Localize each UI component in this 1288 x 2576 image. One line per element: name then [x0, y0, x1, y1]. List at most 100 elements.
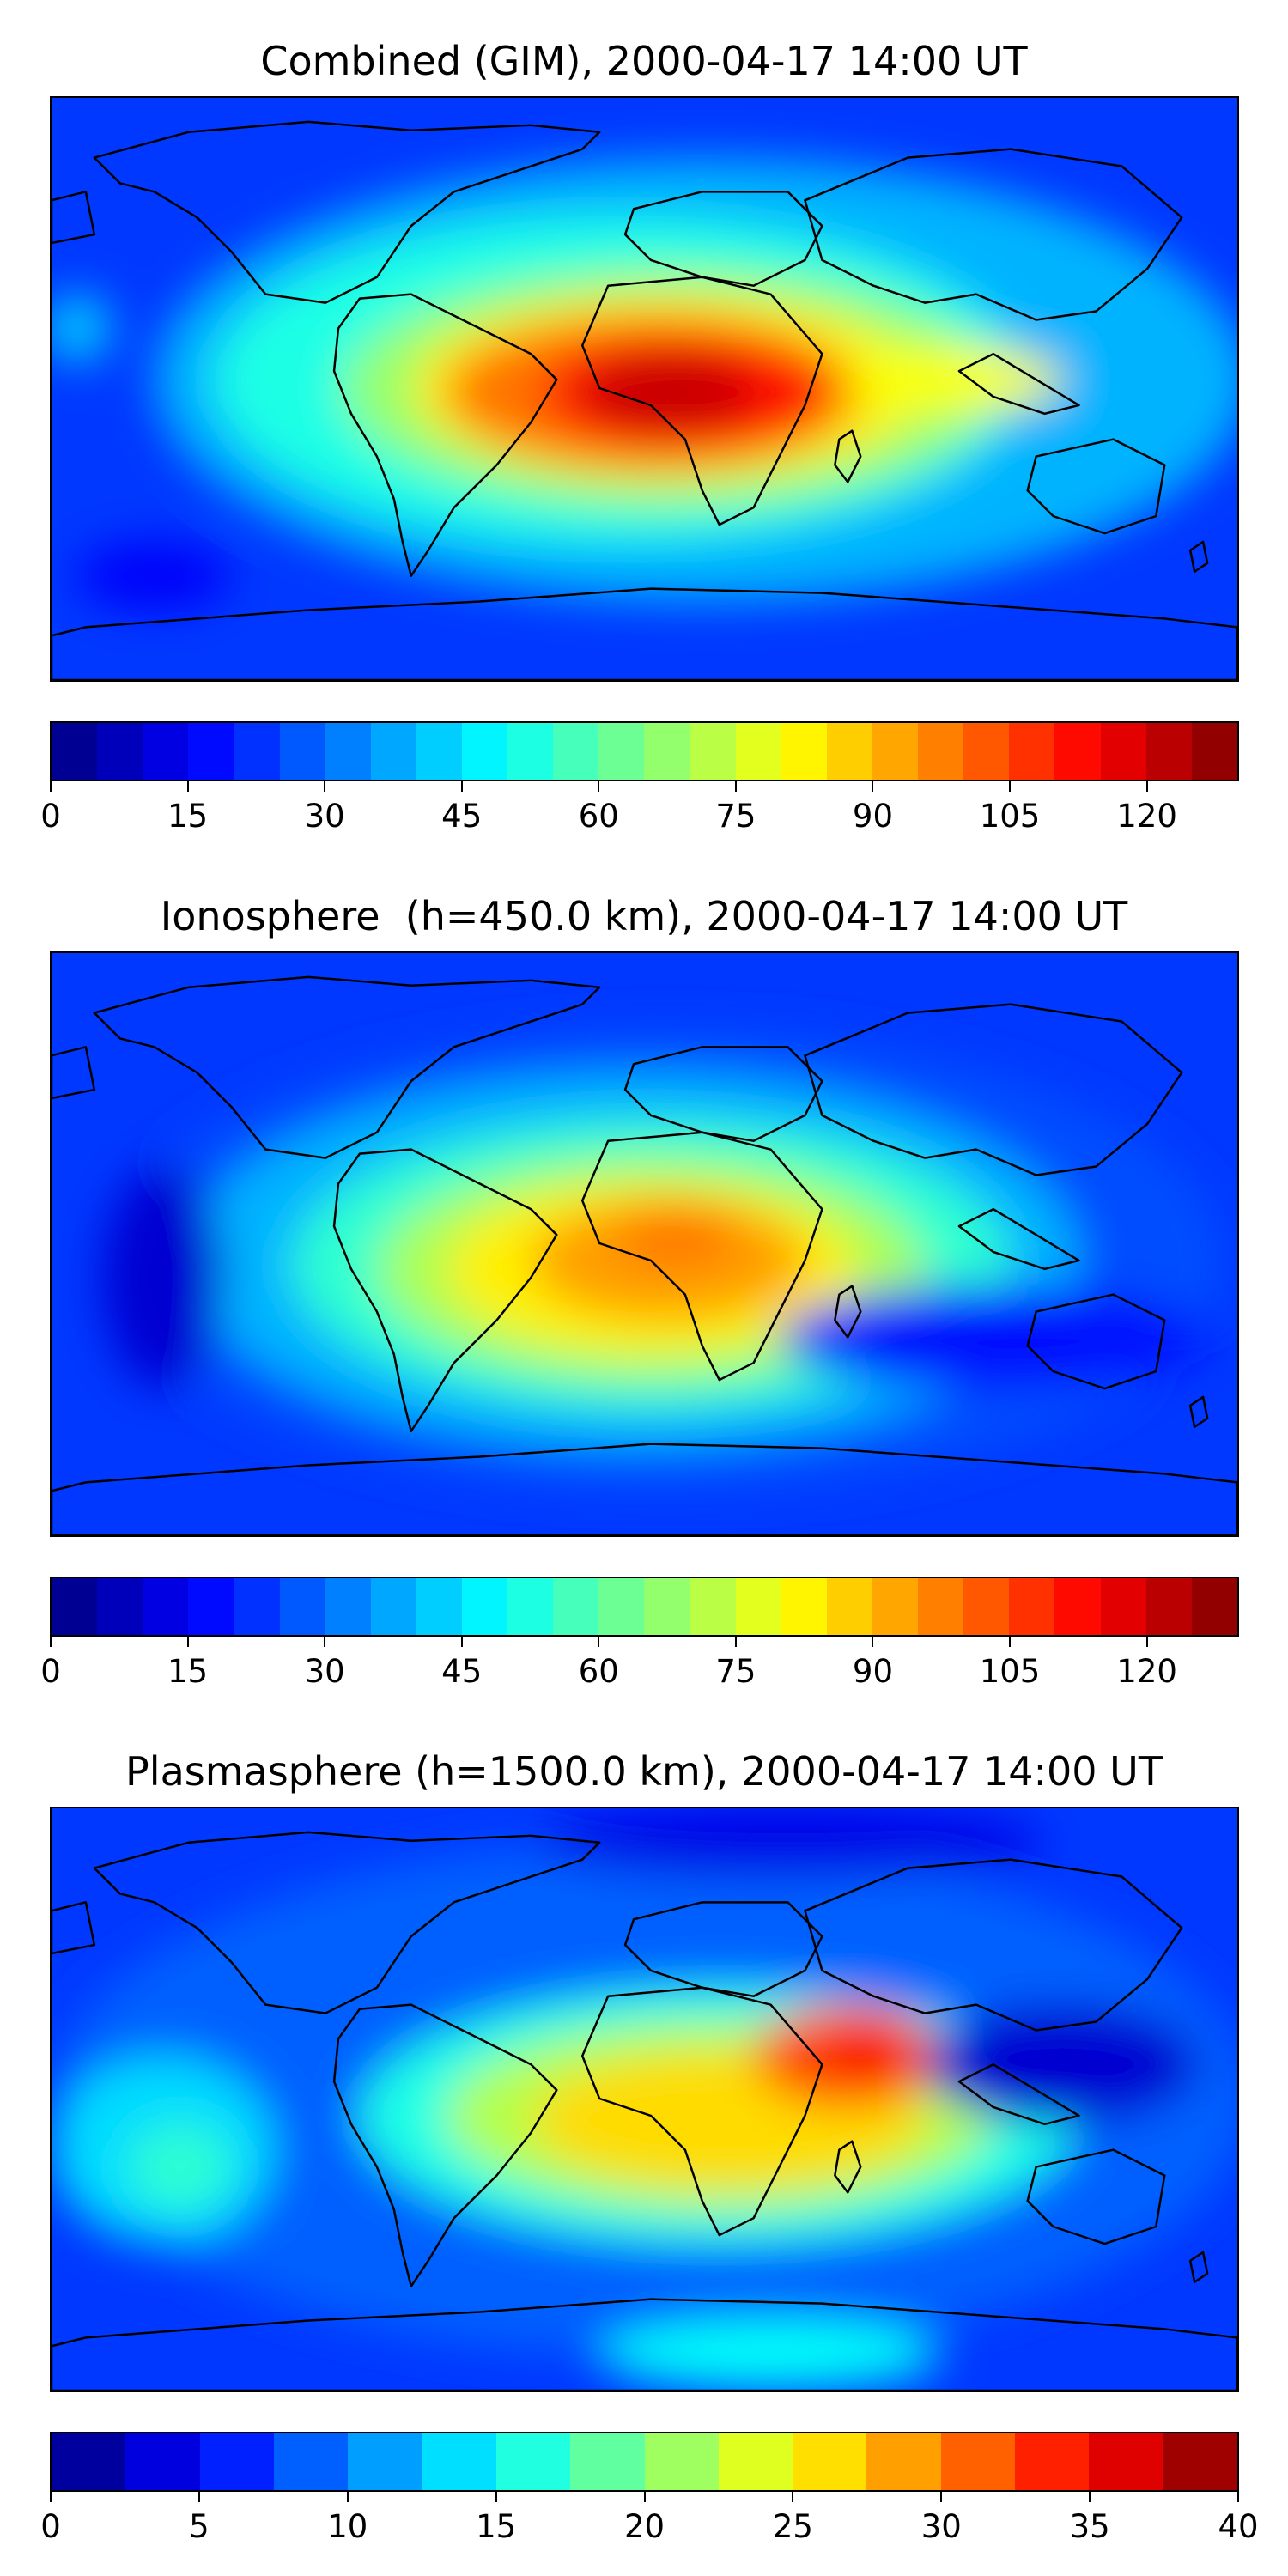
colorbar-segment — [97, 723, 143, 780]
colorbar-segment — [918, 1578, 964, 1635]
colorbar-segment — [52, 2433, 126, 2490]
coastline-3 — [580, 1131, 823, 1382]
field-contour-6 — [617, 1205, 737, 1265]
colorbar-tick — [460, 1637, 463, 1647]
colorbar-segment — [963, 1578, 1010, 1635]
colorbar-segment — [918, 723, 964, 780]
colorbar-tick — [792, 2492, 794, 2502]
field-contour-10 — [599, 2320, 942, 2390]
field-contour-8 — [925, 2004, 1200, 2124]
colorbar-segment — [872, 723, 919, 780]
colorbar-segment — [598, 723, 645, 780]
colorbar-segment — [1191, 723, 1237, 780]
coastline-9 — [834, 429, 862, 483]
colorbar-tick-label: 0 — [40, 798, 61, 835]
coastline-5 — [1026, 1293, 1166, 1390]
colorbar-segment — [370, 723, 416, 780]
coastline-7 — [52, 191, 96, 245]
colorbar-tick — [1145, 781, 1148, 792]
colorbar-segment — [1163, 2433, 1237, 2490]
colorbar-segment — [143, 1578, 189, 1635]
colorbar-tick-label: 25 — [772, 2508, 813, 2545]
colorbar-tick — [186, 781, 189, 792]
colorbar-tick — [643, 2492, 646, 2502]
colorbar-tick-label: 30 — [920, 2508, 962, 2545]
colorbar-segment — [422, 2433, 496, 2490]
map-combined — [50, 96, 1239, 682]
coastline-2 — [623, 1046, 823, 1142]
colorbar-segment — [234, 1578, 280, 1635]
coastline-3 — [580, 1986, 823, 2237]
coastline-2 — [623, 191, 823, 287]
colorbar-tick — [1237, 2492, 1239, 2502]
colorbar-segment — [735, 723, 781, 780]
coastline-5 — [1026, 2148, 1166, 2245]
colorbar-tick-label: 120 — [1116, 798, 1177, 835]
field-contour-7 — [822, 2026, 908, 2078]
colorbar-segment — [644, 1578, 690, 1635]
colorbar-segment — [143, 723, 189, 780]
field-contour-7 — [582, 354, 754, 431]
colorbar-segment — [826, 1578, 872, 1635]
map-field-ionosphere — [52, 953, 1237, 1535]
coastline-6 — [52, 1443, 1237, 1535]
coastline-10 — [1188, 2251, 1209, 2283]
colorbar-tick-label: 15 — [167, 1653, 209, 1690]
map-field-combined — [52, 98, 1237, 680]
map-plasmasphere — [50, 1807, 1239, 2392]
coastline-10 — [1188, 1395, 1209, 1428]
colorbar-segment — [690, 723, 736, 780]
colorbar-tick — [872, 781, 874, 792]
colorbar-tick — [186, 1637, 189, 1647]
colorbar-tick-label: 35 — [1069, 2508, 1110, 2545]
colorbar-tick — [1145, 1637, 1148, 1647]
coastline-1 — [332, 293, 558, 577]
colorbar-segment — [97, 1578, 143, 1635]
colorbar-segment — [940, 2433, 1016, 2490]
colorbar-segment — [52, 723, 98, 780]
coastline-3 — [580, 276, 823, 526]
colorbar-segment — [234, 723, 280, 780]
map-ionosphere — [50, 951, 1239, 1537]
colorbar-segment — [963, 723, 1010, 780]
colorbar-tick — [460, 781, 463, 792]
field-contour-9 — [76, 541, 232, 611]
colorbar-segment — [644, 2433, 719, 2490]
coastline-6 — [52, 2298, 1237, 2391]
colorbar-segment — [1100, 1578, 1146, 1635]
colorbar-segment — [718, 2433, 793, 2490]
colorbar-segment — [1015, 2433, 1090, 2490]
colorbar-tick — [1009, 1637, 1012, 1647]
coastline-9 — [834, 2140, 862, 2194]
colorbar-segment — [1100, 723, 1146, 780]
coastline-6 — [52, 587, 1237, 680]
coastline-0 — [93, 1831, 601, 2014]
colorbar-segment — [507, 1578, 554, 1635]
coastline-1 — [332, 2003, 558, 2287]
colorbar-tick — [50, 1637, 52, 1647]
colorbar-tick — [495, 2492, 497, 2502]
coastline-5 — [1026, 438, 1166, 535]
field-contour-7 — [102, 1166, 223, 1389]
colorbar-tick — [324, 781, 326, 792]
colorbar-segment — [370, 1578, 416, 1635]
colorbar-segment — [598, 1578, 645, 1635]
colorbar-segment — [781, 723, 827, 780]
colorbar-segment — [644, 723, 690, 780]
colorbar-segment — [507, 723, 554, 780]
coastline-8 — [957, 1207, 1080, 1271]
coastline-1 — [332, 1148, 558, 1432]
colorbar-tick-label: 75 — [715, 798, 756, 835]
coastline-4 — [804, 1858, 1183, 2032]
colorbar-segment — [325, 723, 371, 780]
colorbar-segment — [553, 723, 599, 780]
colorbar-tick-label: 40 — [1218, 2508, 1259, 2545]
colorbar-tick — [197, 2492, 200, 2502]
coastline-7 — [52, 1046, 96, 1100]
colorbar-tick-label: 90 — [852, 1653, 893, 1690]
coastline-0 — [93, 975, 601, 1159]
colorbar-tick-label: 30 — [304, 1653, 345, 1690]
field-contour-2 — [128, 2123, 232, 2210]
coastline-9 — [834, 1285, 862, 1339]
colorbar-segment — [461, 1578, 508, 1635]
